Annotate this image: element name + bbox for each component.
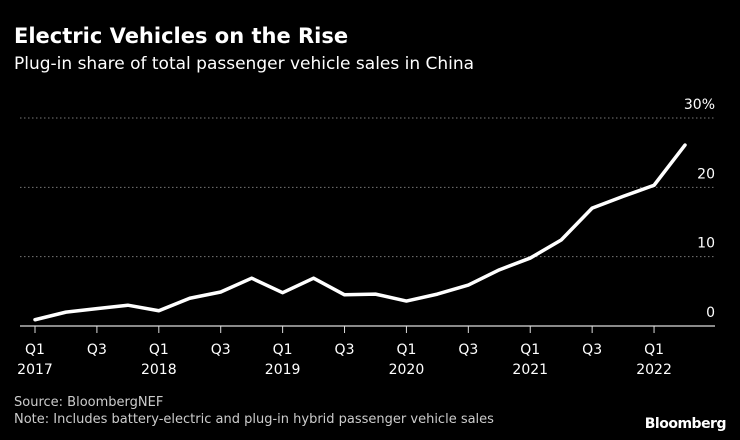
x-tick-label: Q3	[211, 342, 231, 358]
y-tick-label: 30%	[684, 97, 715, 113]
x-tick-label: Q3	[458, 342, 478, 358]
x-tick-label: Q1 2022	[636, 342, 672, 378]
x-tick-label: Q3	[335, 342, 355, 358]
x-tick-label: Q3	[87, 342, 107, 358]
y-tick-label: 10	[697, 236, 715, 252]
x-tick-label: Q1 2019	[265, 342, 301, 378]
y-tick-label: 20	[697, 166, 715, 182]
chart-title: Electric Vehicles on the Rise	[14, 24, 348, 48]
x-tick-label: Q1 2021	[512, 342, 548, 378]
x-tick-label: Q1 2018	[141, 342, 177, 378]
x-tick-label: Q3	[582, 342, 602, 358]
brand-logo: Bloomberg	[645, 416, 726, 432]
x-tick-label: Q1 2020	[389, 342, 425, 378]
y-tick-label: 0	[706, 305, 715, 321]
chart-subtitle: Plug-in share of total passenger vehicle…	[14, 54, 474, 74]
source: Source: BloombergNEF	[14, 395, 163, 410]
x-tick-label: Q1 2017	[17, 342, 53, 378]
note: Note: Includes battery-electric and plug…	[14, 412, 494, 427]
data-line	[33, 143, 687, 322]
